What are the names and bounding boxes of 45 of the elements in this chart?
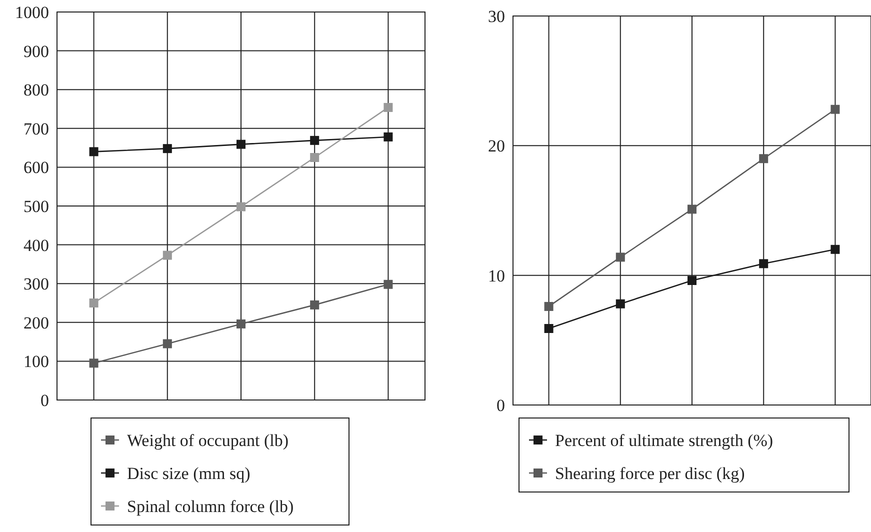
point [688, 204, 696, 214]
point [544, 302, 554, 311]
y-tick-label: 20 [488, 136, 505, 156]
y-tick-label: 0 [496, 396, 505, 415]
legend-label: Shearing force per disc (kg) [555, 464, 745, 483]
point [384, 132, 393, 142]
y-tick-label: 10 [488, 266, 505, 286]
point [236, 319, 246, 328]
y-tick-label: 400 [24, 236, 49, 255]
y-tick-label: 300 [24, 274, 49, 294]
point [236, 140, 246, 149]
legend-label: Percent of ultimate strength (%) [555, 430, 774, 450]
point [830, 104, 840, 114]
y-tick-label: 700 [24, 119, 49, 138]
point [544, 324, 554, 333]
legend-label: Disc size (mm sq) [127, 464, 250, 483]
legend-label: Weight of occupant (lb) [127, 430, 288, 450]
point [616, 299, 625, 308]
point [310, 300, 320, 310]
y-tick-label: 0 [40, 390, 49, 410]
point [759, 154, 768, 164]
y-tick-label: 100 [24, 352, 49, 372]
point [89, 298, 98, 308]
y-tick-label: 200 [24, 313, 49, 332]
legend-label: Spinal column force (lb) [127, 496, 294, 516]
y-tick-label: 800 [24, 80, 49, 100]
point [310, 136, 320, 145]
point [616, 252, 625, 262]
point [759, 259, 768, 268]
point [162, 339, 172, 348]
point [310, 153, 320, 162]
y-tick-label: 900 [24, 42, 49, 61]
point [89, 358, 98, 368]
point [688, 276, 696, 286]
point [89, 147, 98, 156]
y-tick-label: 500 [24, 196, 49, 216]
point [162, 250, 172, 260]
point [162, 144, 172, 154]
y-tick-label: 600 [24, 158, 49, 178]
y-tick-label: 1000 [15, 2, 49, 22]
point [384, 102, 393, 112]
point [830, 244, 840, 254]
point [236, 202, 246, 212]
y-tick-label: 30 [488, 6, 505, 26]
point [384, 280, 393, 289]
